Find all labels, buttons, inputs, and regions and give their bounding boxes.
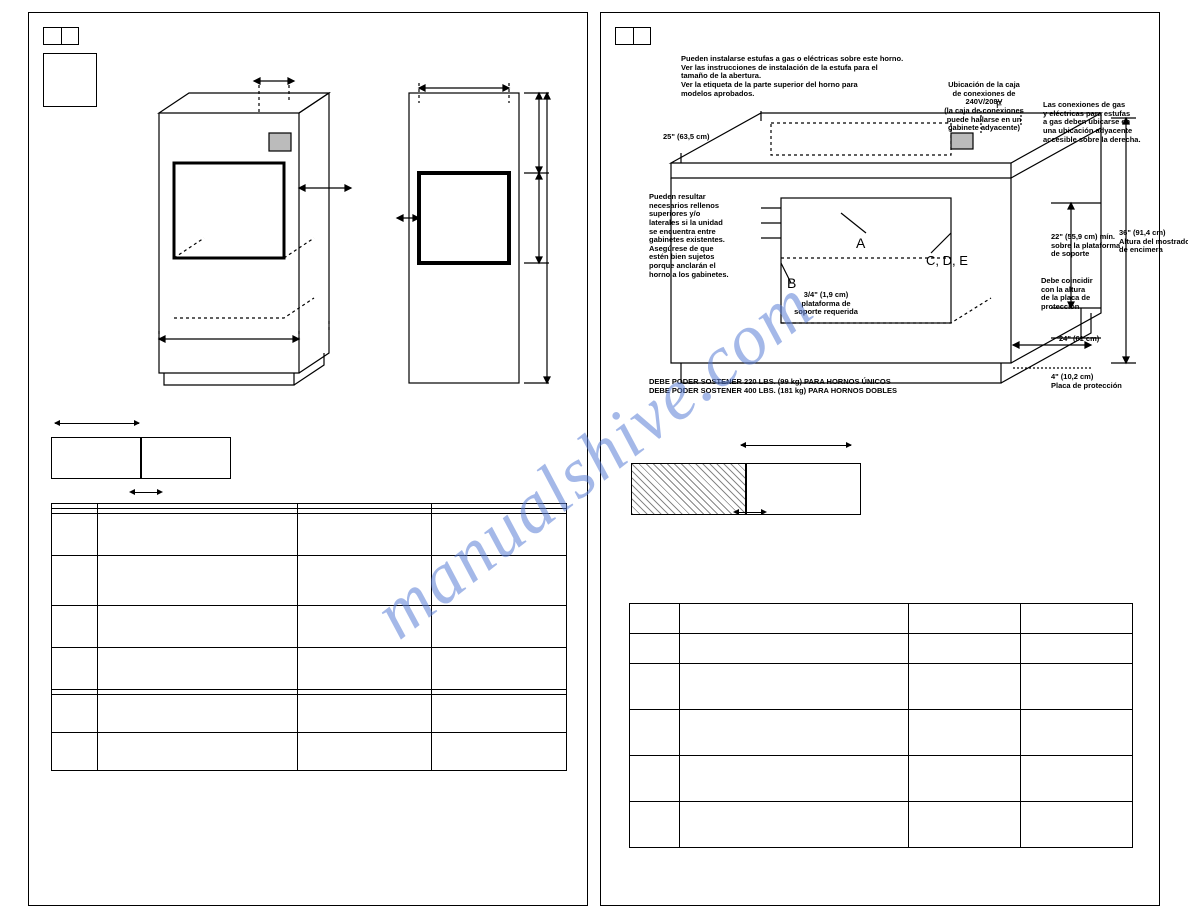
iso-cabinet-diagram — [119, 73, 369, 393]
step-box — [43, 27, 79, 45]
side-by-side-boxes — [51, 413, 231, 483]
callout-cooktop: Pueden instalarse estufas a gas o eléctr… — [681, 55, 911, 98]
dimension-table-right — [629, 603, 1133, 848]
mini-box — [43, 53, 97, 107]
side-by-side-boxes-right — [631, 433, 861, 503]
callout-weight: DEBE PODER SOSTENER 220 LBS. (99 kg) PAR… — [649, 378, 897, 395]
dimension-table-left — [51, 503, 567, 771]
callout-filler: Pueden resultar necesarios rellenos supe… — [649, 193, 761, 279]
callout-24: 24" (61 cm) — [1059, 335, 1099, 344]
undercounter-diagram: F — [631, 53, 1141, 413]
callout-kick: 4" (10,2 cm) Placa de protección — [1051, 373, 1141, 390]
callout-platform: 3/4" (1,9 cm) plataforma de soporte requ… — [791, 291, 861, 317]
svg-text:B: B — [787, 275, 796, 291]
callout-gas: Las conexiones de gas y eléctricas para … — [1043, 101, 1143, 144]
front-view-diagram — [389, 73, 559, 393]
svg-text:C, D, E: C, D, E — [926, 253, 968, 268]
table-body — [52, 504, 567, 771]
step-box — [615, 27, 651, 45]
callout-jbox: Ubicación de la caja de conexiones de 24… — [929, 81, 1039, 133]
page-left — [28, 12, 588, 906]
callout-match: Debe coincidir con la altura de la placa… — [1041, 277, 1121, 312]
page-right: F — [600, 12, 1160, 906]
callout-36: 36" (91,4 cm) Altura del mostrador de en… — [1119, 229, 1188, 255]
svg-text:A: A — [856, 235, 866, 251]
callout-25: 25" (63,5 cm) — [663, 133, 710, 142]
